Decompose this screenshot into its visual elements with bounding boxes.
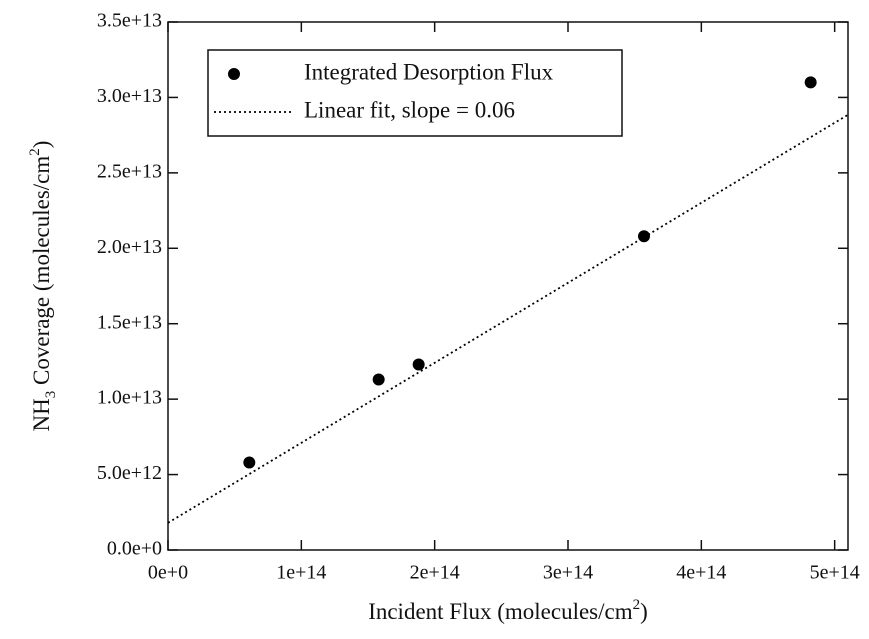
y-tick-label: 2.5e+13: [97, 160, 162, 182]
x-tick-label: 2e+14: [410, 562, 460, 584]
ylabel-part: 3: [43, 391, 59, 399]
data-point: [372, 373, 385, 386]
ylabel-part: ): [29, 141, 54, 149]
ylabel-part: Coverage (molecules/cm: [29, 156, 54, 391]
y-tick-label: 3.5e+13: [97, 10, 162, 32]
legend-label: Integrated Desorption Flux: [304, 59, 554, 84]
data-point: [804, 76, 817, 89]
y-tick-label: 5.0e+12: [97, 462, 162, 484]
ylabel-part: 2: [27, 148, 43, 156]
data-point: [412, 358, 425, 371]
x-tick-label: 5e+14: [810, 562, 860, 584]
y-tick-label: 3.0e+13: [97, 85, 162, 107]
y-tick-label: 2.0e+13: [97, 236, 162, 258]
x-tick-label: 1e+14: [276, 562, 326, 584]
data-point: [243, 456, 256, 469]
y-tick-label: 0.0e+0: [107, 538, 162, 560]
y-tick-label: 1.5e+13: [97, 311, 162, 333]
legend-label: Linear fit, slope = 0.06: [304, 97, 515, 122]
legend-box: [207, 49, 623, 137]
xlabel: Incident Flux (molecules/cm2): [368, 597, 648, 624]
xlabel-part: 2: [633, 597, 641, 613]
ylabel: NH3 Coverage (molecules/cm2): [27, 141, 59, 432]
y-tick-label: 1.0e+13: [97, 387, 162, 409]
x-tick-label: 3e+14: [543, 562, 593, 584]
ylabel-part: NH: [29, 398, 54, 431]
xlabel-part: Incident Flux (molecules/cm: [368, 599, 633, 624]
legend-marker: [228, 68, 240, 80]
x-tick-label: 4e+14: [676, 562, 726, 584]
plot-frame: [167, 21, 849, 551]
fit-line: [168, 114, 848, 524]
xlabel-part: ): [640, 599, 648, 624]
x-tick-label: 0e+0: [148, 562, 188, 584]
